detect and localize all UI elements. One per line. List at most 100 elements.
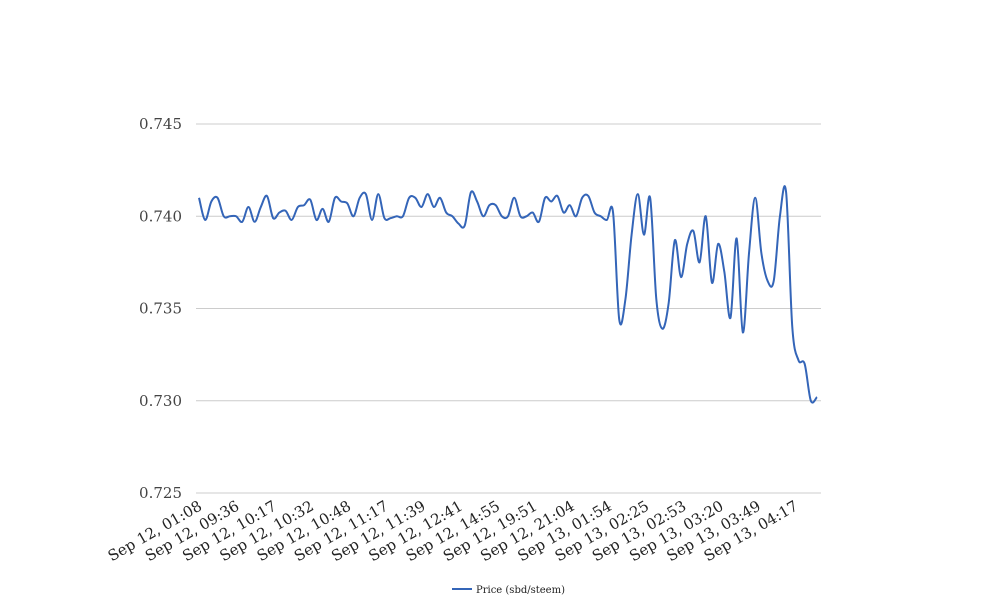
data-point[interactable]: [642, 233, 646, 237]
data-point[interactable]: [494, 203, 498, 207]
data-point[interactable]: [747, 251, 751, 255]
data-point[interactable]: [605, 218, 609, 222]
data-point[interactable]: [327, 220, 331, 224]
data-point[interactable]: [296, 205, 300, 209]
data-point[interactable]: [240, 220, 244, 224]
data-point[interactable]: [487, 203, 491, 207]
data-point[interactable]: [679, 275, 683, 279]
data-point[interactable]: [685, 242, 689, 246]
data-point[interactable]: [599, 214, 603, 218]
data-point[interactable]: [259, 205, 263, 209]
data-point[interactable]: [518, 214, 522, 218]
data-point[interactable]: [796, 358, 800, 362]
series-line-price[interactable]: [198, 185, 818, 404]
data-point[interactable]: [784, 190, 788, 194]
data-point[interactable]: [333, 196, 337, 200]
data-point[interactable]: [302, 203, 306, 207]
data-point[interactable]: [401, 214, 405, 218]
data-point[interactable]: [580, 196, 584, 200]
data-point[interactable]: [586, 194, 590, 198]
data-point[interactable]: [593, 211, 597, 215]
data-point[interactable]: [741, 330, 745, 334]
data-point[interactable]: [395, 214, 399, 218]
data-point[interactable]: [537, 220, 541, 224]
data-point[interactable]: [790, 325, 794, 329]
data-point[interactable]: [345, 201, 349, 205]
data-point[interactable]: [506, 214, 510, 218]
data-point[interactable]: [265, 194, 269, 198]
data-point[interactable]: [722, 270, 726, 274]
data-point[interactable]: [710, 281, 714, 285]
data-point[interactable]: [753, 196, 757, 200]
data-point[interactable]: [555, 194, 559, 198]
data-point[interactable]: [382, 216, 386, 220]
data-point[interactable]: [290, 218, 294, 222]
data-point[interactable]: [450, 214, 454, 218]
data-point[interactable]: [704, 214, 708, 218]
data-point[interactable]: [222, 214, 226, 218]
data-point[interactable]: [253, 220, 257, 224]
data-point[interactable]: [475, 199, 479, 203]
data-point[interactable]: [803, 362, 807, 366]
data-point[interactable]: [370, 218, 374, 222]
data-point[interactable]: [438, 196, 442, 200]
data-point[interactable]: [407, 196, 411, 200]
data-point[interactable]: [623, 297, 627, 301]
data-point[interactable]: [574, 214, 578, 218]
data-point[interactable]: [636, 192, 640, 196]
data-point[interactable]: [352, 214, 356, 218]
data-point[interactable]: [314, 218, 318, 222]
data-point[interactable]: [234, 214, 238, 218]
data-point[interactable]: [444, 211, 448, 215]
data-point[interactable]: [209, 199, 213, 203]
data-point[interactable]: [543, 196, 547, 200]
data-point[interactable]: [216, 196, 220, 200]
data-point[interactable]: [562, 211, 566, 215]
data-point[interactable]: [661, 327, 665, 331]
data-point[interactable]: [203, 218, 207, 222]
data-point[interactable]: [469, 190, 473, 194]
data-point[interactable]: [284, 209, 288, 213]
data-point[interactable]: [413, 196, 417, 200]
data-point[interactable]: [716, 242, 720, 246]
data-point[interactable]: [339, 199, 343, 203]
legend[interactable]: Price (sbd/steem): [452, 585, 565, 596]
data-point[interactable]: [617, 318, 621, 322]
data-point[interactable]: [525, 214, 529, 218]
data-point[interactable]: [376, 192, 380, 196]
data-point[interactable]: [531, 211, 535, 215]
data-point[interactable]: [271, 216, 275, 220]
data-point[interactable]: [648, 196, 652, 200]
data-point[interactable]: [766, 279, 770, 283]
data-point[interactable]: [611, 211, 615, 215]
data-point[interactable]: [246, 205, 250, 209]
data-point[interactable]: [809, 399, 813, 403]
data-point[interactable]: [308, 198, 312, 202]
data-point[interactable]: [321, 207, 325, 211]
data-point[interactable]: [463, 223, 467, 227]
data-point[interactable]: [457, 222, 461, 226]
data-point[interactable]: [228, 214, 232, 218]
data-point[interactable]: [419, 205, 423, 209]
data-point[interactable]: [772, 279, 776, 283]
data-point[interactable]: [197, 196, 201, 200]
data-point[interactable]: [500, 214, 504, 218]
data-point[interactable]: [815, 395, 819, 399]
data-point[interactable]: [691, 229, 695, 233]
data-point[interactable]: [364, 192, 368, 196]
data-point[interactable]: [481, 214, 485, 218]
data-point[interactable]: [426, 192, 430, 196]
data-point[interactable]: [512, 196, 516, 200]
data-point[interactable]: [728, 316, 732, 320]
data-point[interactable]: [778, 214, 782, 218]
data-point[interactable]: [698, 260, 702, 264]
data-point[interactable]: [630, 233, 634, 237]
data-point[interactable]: [549, 199, 553, 203]
data-point[interactable]: [673, 238, 677, 242]
data-point[interactable]: [667, 301, 671, 305]
data-point[interactable]: [432, 205, 436, 209]
data-point[interactable]: [358, 196, 362, 200]
data-point[interactable]: [277, 211, 281, 215]
data-point[interactable]: [568, 203, 572, 207]
data-point[interactable]: [654, 297, 658, 301]
